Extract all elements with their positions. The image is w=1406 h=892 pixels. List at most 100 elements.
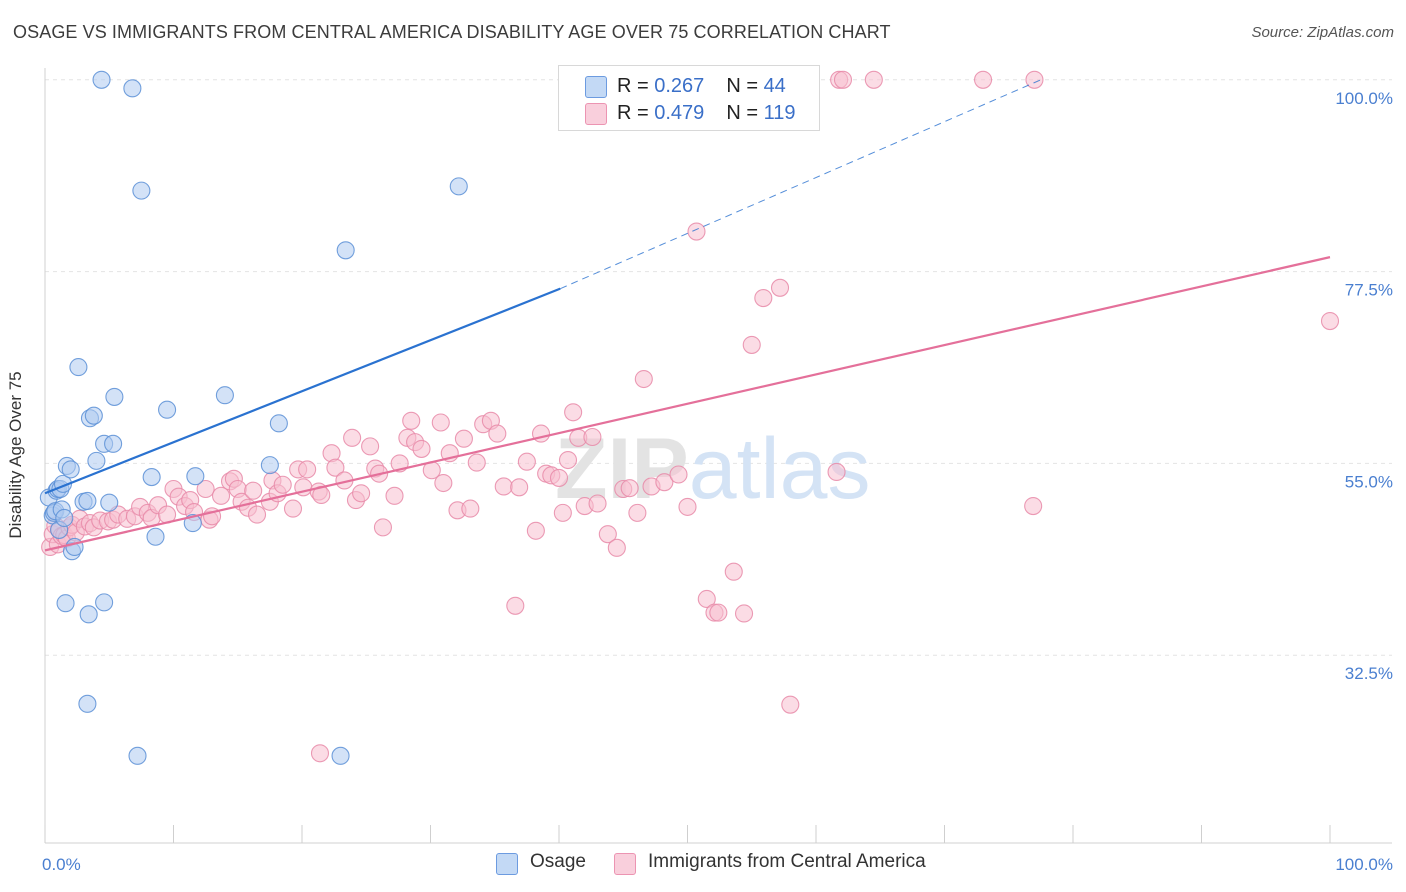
axes-layer xyxy=(44,68,1392,844)
immigrant-point-121 xyxy=(1024,496,1043,516)
immigrant-point-108 xyxy=(709,603,728,622)
osage-point-30 xyxy=(123,79,142,98)
immigrant-point-100 xyxy=(634,369,653,389)
immigrant-point-78 xyxy=(488,424,507,443)
immigrant-point-113 xyxy=(770,278,790,297)
legend-row-immigrants-text: R = 0.479 N = 119 xyxy=(617,102,796,124)
osage-point-32 xyxy=(132,181,151,200)
immigrant-point-90 xyxy=(564,403,583,422)
y-tick-label-3: 100.0% xyxy=(1335,89,1393,108)
immigrant-point-122 xyxy=(1025,70,1044,89)
legend-row-osage-text: R = 0.267 N = 44 xyxy=(617,75,786,97)
osage-point-38 xyxy=(215,386,234,405)
immigrant-point-65 xyxy=(402,411,421,430)
immigrant-point-119 xyxy=(827,462,846,482)
immigrant-point-81 xyxy=(510,478,529,497)
immigrant-point-123 xyxy=(310,744,330,763)
immigrant-point-75 xyxy=(467,453,486,472)
osage-trendline xyxy=(44,287,561,495)
immigrant-point-61 xyxy=(373,518,393,537)
immigrant-point-62 xyxy=(385,486,404,505)
osage-trendline-extension xyxy=(560,79,1042,290)
immigrant-point-57 xyxy=(352,484,371,503)
chart-title: OSAGE VS IMMIGRANTS FROM CENTRAL AMERICA… xyxy=(13,22,891,42)
immigrant-point-41 xyxy=(247,505,267,524)
y-tick-label-2: 77.5% xyxy=(1345,281,1393,300)
immigrant-point-95 xyxy=(598,525,617,544)
osage-legend-swatch xyxy=(496,853,518,875)
immigrant-point-55 xyxy=(343,428,362,447)
immigrant-point-73 xyxy=(454,429,473,448)
osage-point-43 xyxy=(449,177,468,196)
immigrant-point-89 xyxy=(558,450,578,470)
immigrant-point-31 xyxy=(196,479,215,499)
immigrant-point-49 xyxy=(298,460,317,479)
osage-point-39 xyxy=(260,456,279,475)
immigrant-point-98 xyxy=(620,479,639,498)
osage-point-23 xyxy=(87,451,106,470)
immigrant-point-83 xyxy=(526,521,545,540)
osage-point-11 xyxy=(56,594,75,613)
immigrant-point-105 xyxy=(687,222,706,241)
immigrants-n-value: 119 xyxy=(763,102,796,124)
immigrant-point-34 xyxy=(211,486,231,505)
y-tick-label-0: 32.5% xyxy=(1345,664,1393,683)
immigrant-point-69 xyxy=(431,413,450,432)
points-layer xyxy=(39,70,1340,765)
immigrant-point-46 xyxy=(283,499,303,518)
correlation-legend: R = 0.267 N = 44 R = 0.479 N = 119 xyxy=(558,65,820,131)
trend-layer xyxy=(44,79,1331,552)
osage-point-24 xyxy=(95,593,114,612)
x-tick-label-0: 0.0% xyxy=(42,855,81,874)
osage-point-40 xyxy=(269,414,288,433)
osage-point-13 xyxy=(61,460,80,479)
osage-legend-label: Osage xyxy=(530,851,586,872)
immigrant-point-102 xyxy=(655,473,674,492)
immigrant-point-103 xyxy=(669,465,688,484)
immigrant-point-45 xyxy=(273,475,292,494)
immigrant-point-58 xyxy=(361,437,380,456)
immigrant-point-87 xyxy=(549,468,569,487)
grid-layer xyxy=(45,79,1392,656)
osage-point-41 xyxy=(331,746,350,765)
immigrant-point-67 xyxy=(412,439,431,458)
osage-point-36 xyxy=(186,467,205,486)
osage-point-18 xyxy=(78,491,97,510)
immigrant-point-110 xyxy=(734,604,754,623)
immigrant-point-74 xyxy=(461,499,480,518)
immigrant-point-117 xyxy=(833,70,853,89)
osage-point-20 xyxy=(79,605,98,624)
immigrant-point-111 xyxy=(742,335,761,354)
immigrant-point-93 xyxy=(583,427,602,447)
immigrants-trendline xyxy=(44,256,1331,552)
immigrant-point-109 xyxy=(724,562,743,581)
osage-point-19 xyxy=(78,694,97,713)
osage-point-29 xyxy=(92,70,111,89)
osage-n-value: 44 xyxy=(763,75,786,97)
immigrant-point-99 xyxy=(628,503,647,522)
immigrant-point-120 xyxy=(973,70,993,89)
immigrant-point-82 xyxy=(517,452,536,471)
osage-point-16 xyxy=(69,358,88,377)
osage-point-37 xyxy=(183,514,202,533)
osage-point-28 xyxy=(105,387,124,406)
source-label: Source: ZipAtlas.com xyxy=(1251,24,1394,41)
osage-point-10 xyxy=(55,508,74,528)
osage-point-34 xyxy=(146,527,165,546)
immigrant-point-53 xyxy=(326,458,345,477)
osage-r-value: 0.267 xyxy=(654,75,705,97)
osage-point-15 xyxy=(65,537,84,557)
immigrant-point-112 xyxy=(754,288,773,308)
immigrants-legend-label: Immigrants from Central America xyxy=(648,851,926,872)
immigrant-point-94 xyxy=(588,494,607,513)
immigrant-point-118 xyxy=(864,70,883,89)
x-tick-label-1: 100.0% xyxy=(1335,855,1393,874)
osage-point-27 xyxy=(104,434,123,453)
immigrant-point-124 xyxy=(1320,312,1340,331)
immigrant-point-96 xyxy=(607,538,626,557)
immigrant-point-70 xyxy=(434,473,453,493)
immigrant-point-40 xyxy=(244,481,263,500)
immigrants-r-value: 0.479 xyxy=(654,102,705,124)
immigrant-point-106 xyxy=(697,589,716,609)
